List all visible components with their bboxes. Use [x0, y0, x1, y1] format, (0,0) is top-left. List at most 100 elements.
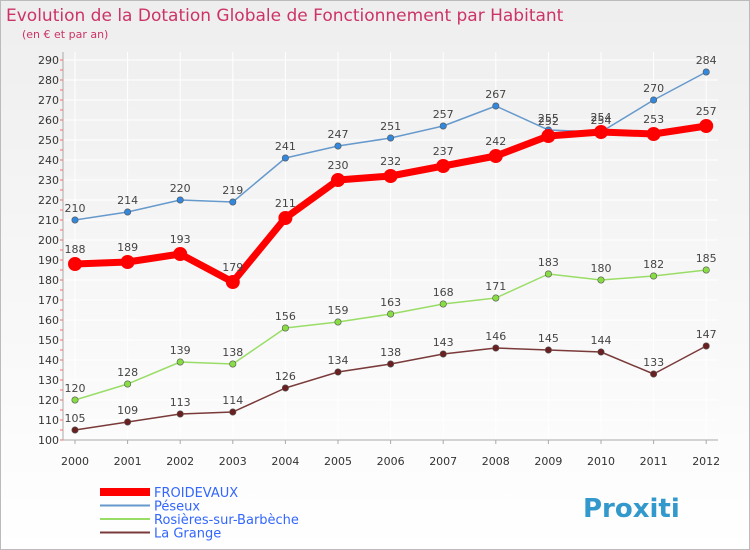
data-label: 143	[433, 336, 454, 349]
data-label: 219	[222, 184, 243, 197]
data-point	[492, 294, 500, 302]
data-label: 147	[696, 328, 717, 341]
data-point	[492, 102, 500, 110]
data-label: 105	[65, 412, 86, 425]
y-tick-label: 290	[38, 54, 59, 67]
data-point	[541, 129, 556, 143]
data-point	[71, 396, 79, 404]
series-layer	[68, 68, 714, 434]
data-point	[387, 310, 395, 318]
data-label: 284	[696, 54, 717, 67]
data-label: 120	[65, 382, 86, 395]
y-tick-label: 200	[38, 234, 59, 247]
data-label: 138	[380, 346, 401, 359]
data-point	[387, 134, 395, 142]
x-tick-label: 2000	[61, 455, 89, 468]
data-label: 128	[117, 366, 138, 379]
data-point	[383, 169, 398, 183]
data-point	[229, 198, 237, 206]
y-tick-label: 130	[38, 374, 59, 387]
data-label: 146	[485, 330, 506, 343]
x-tick-label: 2008	[482, 455, 510, 468]
data-label: 144	[591, 334, 612, 347]
series-rosi-res-sur-barb-che	[71, 266, 710, 404]
data-point	[176, 410, 184, 418]
data-label: 230	[328, 159, 349, 172]
data-point	[229, 360, 237, 368]
x-tick-label: 2010	[587, 455, 615, 468]
axes: 100 110 120 130 140 150 160 170 180 190 200 210 220 2…	[38, 52, 720, 468]
data-point	[702, 68, 710, 76]
y-tick-label: 170	[38, 294, 59, 307]
y-tick-label: 220	[38, 194, 59, 207]
data-label: 133	[643, 356, 664, 369]
y-tick-label: 190	[38, 254, 59, 267]
legend-label: FROIDEVAUX	[154, 486, 238, 501]
data-point	[650, 272, 658, 280]
data-point	[124, 418, 132, 426]
data-label: 185	[696, 252, 717, 265]
x-tick-label: 2012	[692, 455, 720, 468]
proxiti-logo: Proxiti	[583, 494, 680, 524]
data-point	[225, 275, 240, 289]
data-point	[544, 270, 552, 278]
data-point	[281, 384, 289, 392]
data-point	[594, 125, 608, 139]
y-tick-label: 120	[38, 394, 59, 407]
legend-label: Rosières-sur-Barbèche	[154, 513, 299, 528]
y-tick-label: 100	[38, 434, 59, 447]
data-label: 139	[170, 344, 191, 357]
y-tick-label: 160	[38, 314, 59, 327]
x-tick-label: 2007	[429, 455, 457, 468]
data-label: 113	[170, 396, 191, 409]
y-tick-label: 140	[38, 354, 59, 367]
data-point	[334, 368, 342, 376]
data-label: 214	[117, 194, 138, 207]
y-tick-label: 260	[38, 114, 59, 127]
x-tick-label: 2001	[114, 455, 142, 468]
data-label: 254	[591, 111, 612, 124]
y-tick-label: 180	[38, 274, 59, 287]
data-label: 171	[485, 280, 506, 293]
data-point	[176, 196, 184, 204]
x-tick-label: 2005	[324, 455, 352, 468]
data-label: 180	[591, 262, 612, 275]
legend-label: La Grange	[154, 527, 221, 542]
data-point	[439, 350, 447, 358]
data-point	[439, 122, 447, 130]
data-label: 114	[222, 394, 243, 407]
data-point	[650, 370, 658, 378]
data-point	[173, 247, 188, 261]
legend-label: Péseux	[154, 500, 200, 515]
y-tick-label: 150	[38, 334, 59, 347]
data-point	[176, 358, 184, 366]
chart-title: Evolution de la Dotation Globale de Fonc…	[6, 6, 564, 26]
data-point	[278, 211, 293, 225]
x-tick-label: 2004	[271, 455, 299, 468]
data-point	[702, 266, 710, 274]
chart-subtitle: (en € et par an)	[22, 28, 108, 41]
data-point	[597, 276, 605, 284]
logo-text: Proxiti	[583, 494, 680, 524]
data-label: 168	[433, 286, 454, 299]
y-tick-label: 270	[38, 94, 59, 107]
data-point	[68, 257, 82, 271]
data-label: 188	[65, 243, 86, 256]
data-point	[597, 348, 605, 356]
y-tick-label: 280	[38, 74, 59, 87]
data-point	[646, 127, 661, 141]
data-point	[702, 342, 710, 350]
data-label: 253	[643, 113, 664, 126]
data-point	[650, 96, 658, 104]
data-label: 211	[275, 197, 296, 210]
data-label: 182	[643, 258, 664, 271]
series-la-grange	[71, 342, 710, 434]
data-label: 189	[117, 241, 138, 254]
data-label: 193	[170, 233, 191, 246]
data-point	[544, 346, 552, 354]
data-point	[488, 149, 503, 163]
data-label: 232	[380, 155, 401, 168]
data-label: 126	[275, 370, 296, 383]
